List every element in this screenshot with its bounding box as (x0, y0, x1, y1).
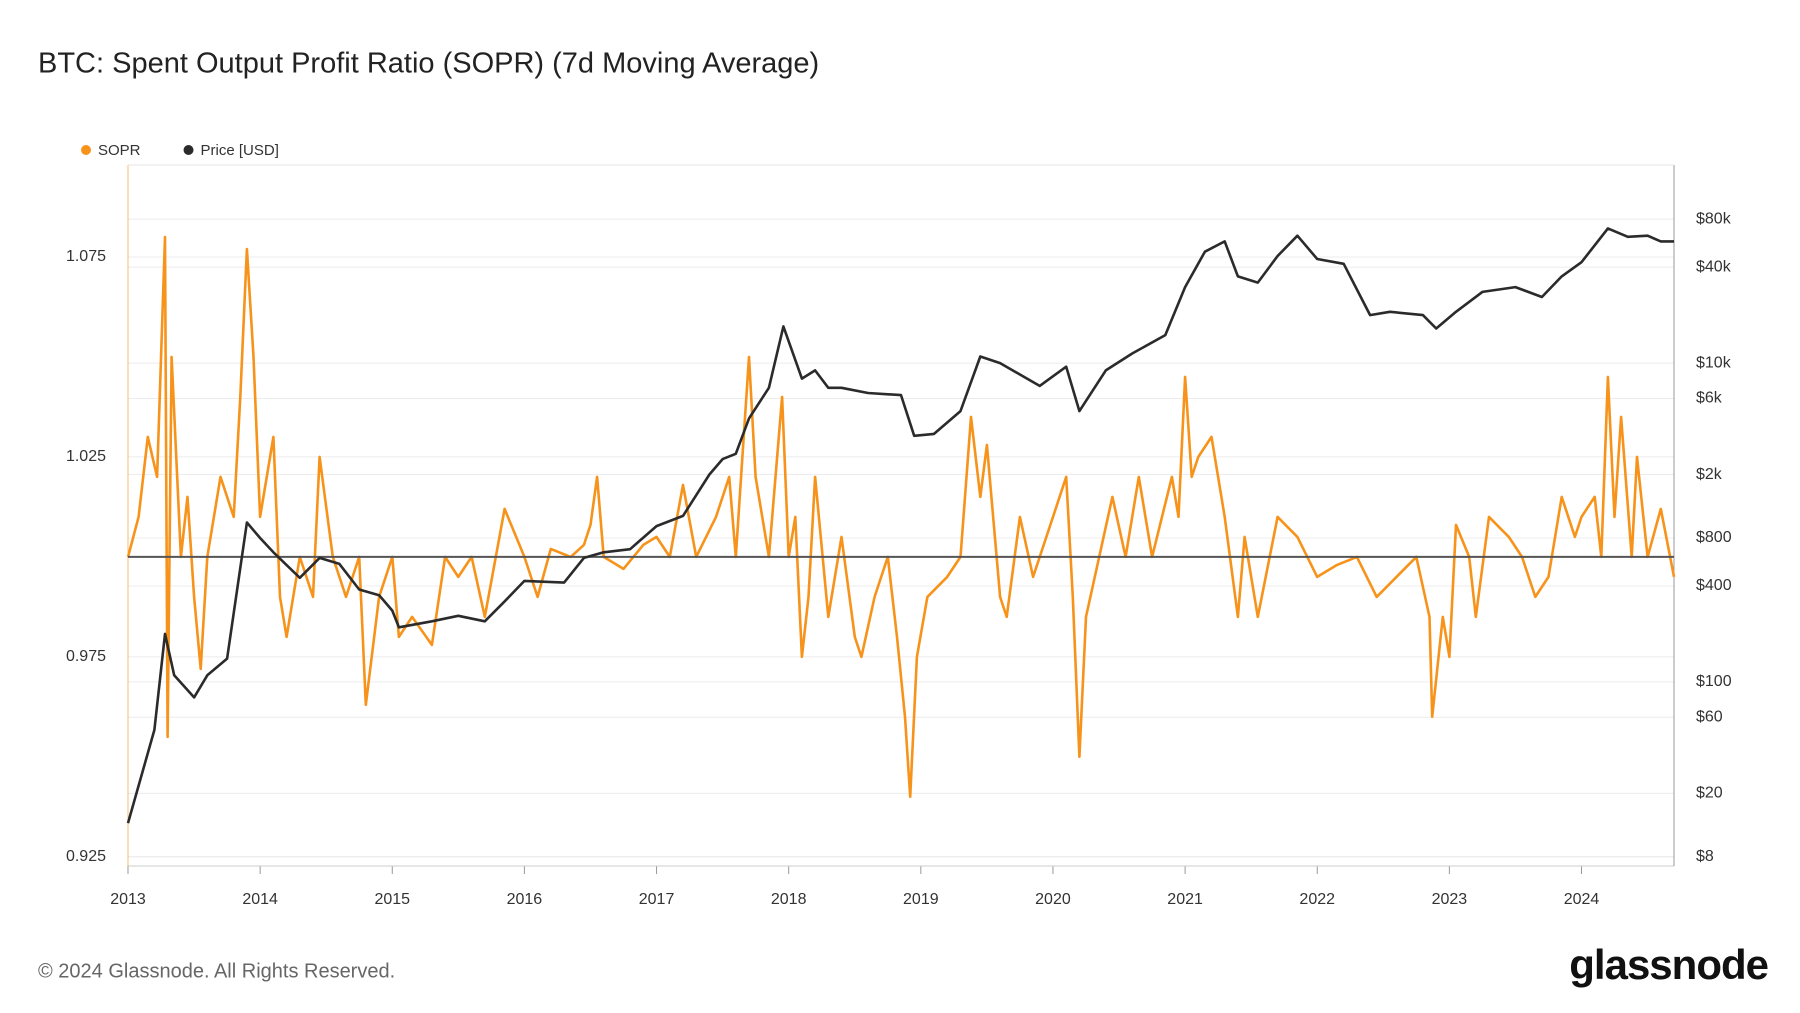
brand-logo: glassnode (1569, 941, 1768, 988)
x-tick-label: 2015 (374, 891, 410, 908)
series-line (126, 227, 1674, 824)
y-tick-label: 1.025 (66, 448, 106, 465)
x-tick-label: 2021 (1167, 891, 1203, 908)
y2-tick-label: $100 (1696, 673, 1732, 690)
y-tick-label: 0.925 (66, 848, 106, 865)
x-tick-label: 2013 (110, 891, 146, 908)
y-tick-label: 0.975 (66, 648, 106, 665)
x-tick-label: 2022 (1299, 891, 1335, 908)
legend-label: SOPR (98, 142, 141, 159)
y2-tick-label: $800 (1696, 529, 1732, 546)
y2-tick-label: $10k (1696, 354, 1732, 371)
x-tick-label: 2024 (1564, 891, 1600, 908)
y2-tick-label: $60 (1696, 708, 1723, 725)
y2-tick-label: $2k (1696, 466, 1723, 483)
y2-tick-label: $80k (1696, 210, 1732, 227)
legend-marker (81, 145, 91, 155)
x-tick-label: 2023 (1432, 891, 1468, 908)
x-tick-label: 2020 (1035, 891, 1071, 908)
y2-tick-label: $40k (1696, 258, 1732, 275)
y2-tick-label: $8 (1696, 848, 1714, 865)
x-tick-label: 2016 (507, 891, 543, 908)
series-line (126, 235, 1676, 799)
legend-marker (183, 145, 194, 155)
y2-tick-label: $400 (1696, 577, 1732, 594)
y-tick-label: 1.075 (66, 248, 106, 265)
y2-tick-label: $6k (1696, 390, 1723, 407)
x-tick-label: 2017 (639, 891, 675, 908)
x-tick-label: 2018 (771, 891, 807, 908)
footer: © 2024 Glassnode. All Rights Reserved. (38, 960, 395, 982)
x-tick-label: 2019 (903, 891, 939, 908)
chart-title: BTC: Spent Output Profit Ratio (SOPR) (7… (38, 48, 819, 80)
y2-tick-label: $20 (1696, 785, 1723, 802)
legend-label: Price [USD] (201, 142, 279, 159)
x-tick-label: 2014 (242, 891, 278, 908)
